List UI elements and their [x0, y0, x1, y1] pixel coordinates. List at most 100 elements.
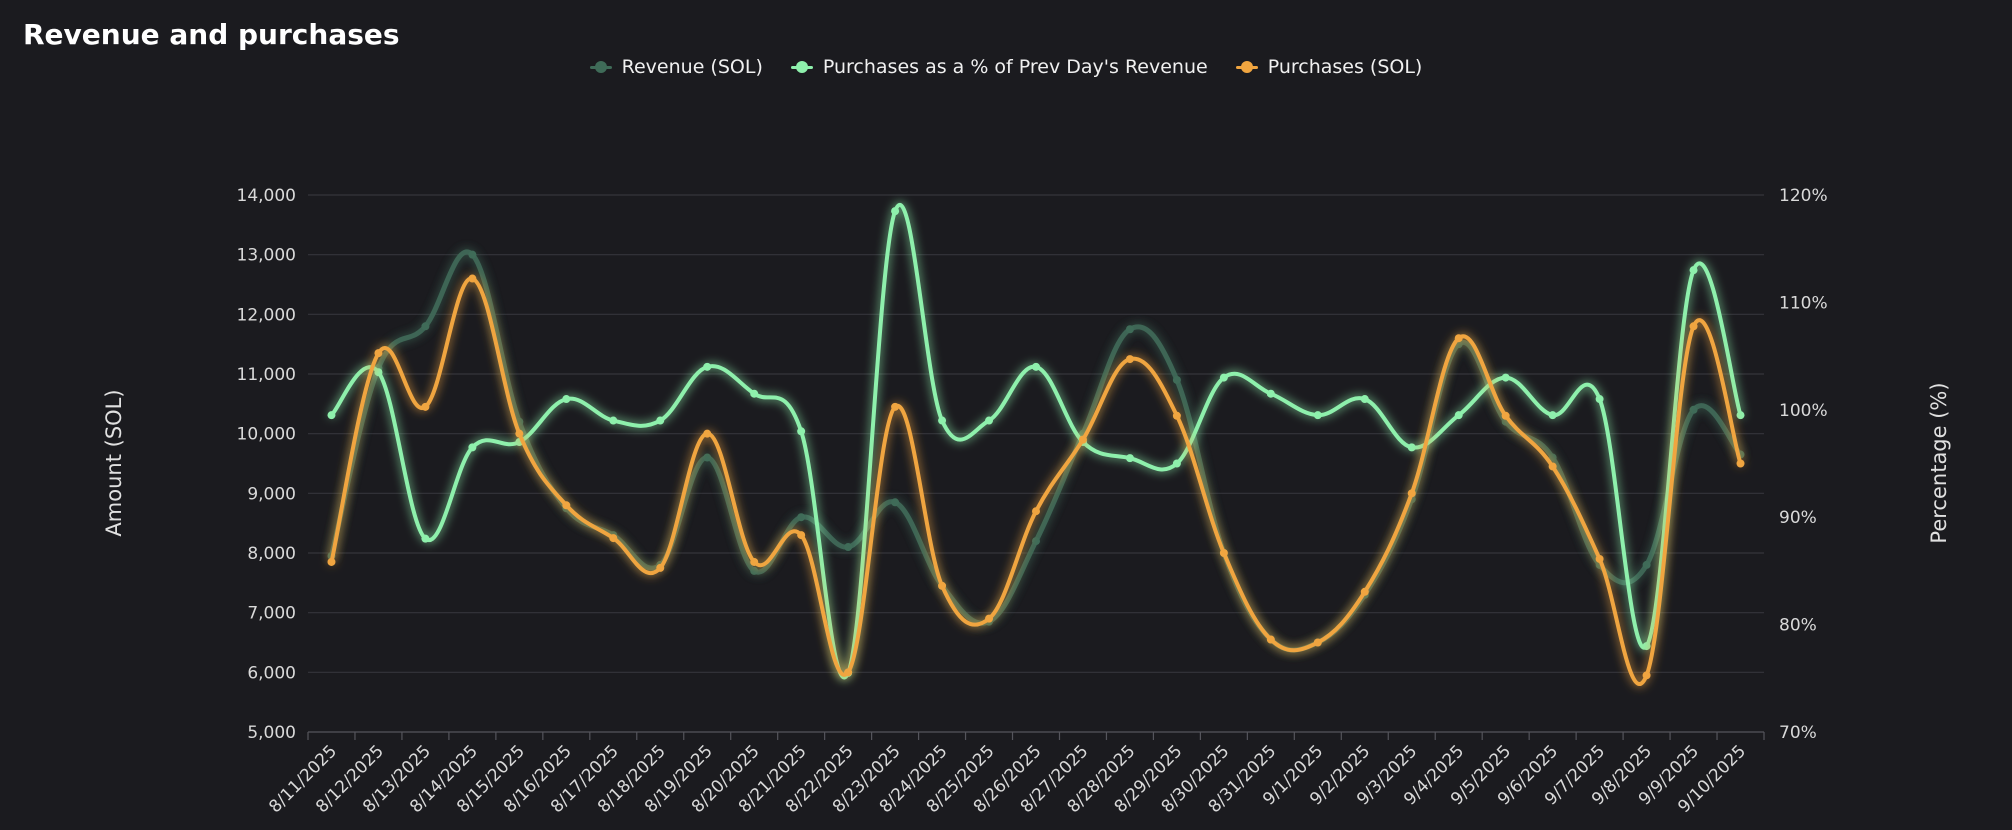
- data-point-revenue[interactable]: [750, 566, 759, 575]
- data-point-purchases-pct[interactable]: [1548, 411, 1557, 420]
- data-point-purchases[interactable]: [1454, 334, 1463, 343]
- data-point-purchases[interactable]: [750, 557, 759, 566]
- data-point-purchases[interactable]: [421, 402, 430, 411]
- data-point-purchases-pct[interactable]: [1501, 373, 1510, 382]
- data-point-purchases-pct[interactable]: [327, 411, 336, 420]
- data-point-purchases-pct[interactable]: [985, 416, 994, 425]
- data-point-purchases[interactable]: [1172, 411, 1181, 420]
- data-point-purchases-pct[interactable]: [1172, 459, 1181, 468]
- data-point-purchases[interactable]: [1360, 587, 1369, 596]
- data-point-revenue[interactable]: [1032, 537, 1040, 546]
- y-left-tick-label: 12,000: [237, 305, 296, 325]
- data-point-purchases[interactable]: [1548, 462, 1557, 471]
- data-point-purchases[interactable]: [327, 557, 336, 566]
- data-point-purchases[interactable]: [985, 614, 994, 623]
- data-point-purchases-pct[interactable]: [1407, 443, 1416, 452]
- left-axis-ticks: 5,000 6,000 7,000 8,000 9,000 10,000 11,000 12,…: [237, 186, 296, 743]
- legend-item-purchases[interactable]: Purchases (SOL): [1235, 56, 1423, 78]
- y-left-tick-label: 8,000: [247, 544, 296, 564]
- y-left-tick-label: 9,000: [247, 484, 296, 504]
- data-point-purchases[interactable]: [468, 274, 477, 283]
- data-point-purchases-pct[interactable]: [1736, 411, 1745, 420]
- data-point-purchases-pct[interactable]: [1266, 389, 1275, 398]
- data-point-purchases-pct[interactable]: [750, 389, 759, 398]
- y-left-tick-label: 10,000: [237, 425, 296, 445]
- data-point-purchases[interactable]: [656, 563, 665, 572]
- legend-label-purchases: Purchases (SOL): [1267, 56, 1423, 78]
- data-point-purchases[interactable]: [1125, 355, 1134, 364]
- data-point-purchases[interactable]: [609, 534, 618, 543]
- data-point-purchases-pct[interactable]: [1313, 411, 1322, 420]
- data-point-purchases-pct[interactable]: [562, 395, 571, 404]
- data-point-purchases[interactable]: [374, 349, 383, 358]
- data-point-purchases[interactable]: [1595, 554, 1604, 563]
- chart-legend: Revenue (SOL) Purchases as a % of Prev D…: [0, 56, 2012, 78]
- data-point-purchases[interactable]: [562, 501, 571, 510]
- data-point-revenue[interactable]: [1642, 560, 1651, 569]
- data-point-revenue[interactable]: [844, 543, 853, 552]
- data-point-purchases-pct[interactable]: [609, 416, 618, 425]
- data-point-purchases-pct[interactable]: [891, 207, 900, 216]
- data-point-revenue[interactable]: [1172, 375, 1181, 384]
- data-point-purchases-pct[interactable]: [421, 534, 430, 543]
- series-line-purchases-pct: [329, 203, 1743, 680]
- data-point-purchases-pct[interactable]: [1454, 411, 1463, 420]
- data-point-revenue[interactable]: [1125, 325, 1134, 334]
- data-point-purchases[interactable]: [703, 429, 712, 438]
- y-right-tick-label: 70%: [1779, 723, 1817, 743]
- series-revenue: [327, 249, 1745, 653]
- data-point-revenue[interactable]: [1548, 453, 1557, 462]
- data-point-purchases-pct[interactable]: [1642, 642, 1651, 651]
- y-left-tick-label: 11,000: [237, 365, 296, 385]
- data-point-purchases-pct[interactable]: [797, 427, 806, 436]
- data-point-purchases-pct[interactable]: [468, 443, 477, 452]
- grid-lines: [308, 194, 1764, 733]
- data-point-purchases[interactable]: [1642, 671, 1651, 680]
- data-point-purchases[interactable]: [1501, 411, 1510, 420]
- series-layer: [327, 203, 1745, 686]
- data-point-purchases[interactable]: [844, 668, 853, 677]
- data-point-revenue[interactable]: [421, 322, 430, 331]
- data-point-purchases-pct[interactable]: [703, 362, 712, 371]
- data-point-purchases-pct[interactable]: [374, 368, 383, 377]
- y-axis-right-title: Percentage (%): [1927, 382, 1951, 543]
- data-point-purchases[interactable]: [1032, 507, 1040, 516]
- data-point-revenue[interactable]: [468, 250, 477, 259]
- data-point-revenue[interactable]: [703, 453, 712, 462]
- x-axis-ticks: 8/11/20258/12/20258/13/20258/14/20258/15…: [265, 732, 1765, 817]
- data-point-purchases[interactable]: [938, 581, 947, 590]
- data-point-revenue[interactable]: [1689, 405, 1698, 414]
- data-point-purchases[interactable]: [1689, 322, 1698, 331]
- data-point-purchases-pct[interactable]: [1032, 362, 1040, 371]
- legend-swatch-purchases-pct: [790, 60, 813, 74]
- data-point-revenue[interactable]: [891, 498, 900, 507]
- series-line-purchases: [329, 276, 1743, 686]
- data-point-purchases[interactable]: [1266, 635, 1275, 644]
- data-point-purchases-pct[interactable]: [1219, 373, 1228, 382]
- data-point-purchases[interactable]: [891, 402, 900, 411]
- data-point-purchases[interactable]: [1313, 638, 1322, 647]
- data-point-purchases-pct[interactable]: [1689, 266, 1698, 275]
- y-right-tick-label: 80%: [1779, 616, 1817, 636]
- data-point-purchases[interactable]: [515, 429, 524, 438]
- data-point-revenue[interactable]: [797, 513, 806, 522]
- legend-item-purchases-pct[interactable]: Purchases as a % of Prev Day's Revenue: [790, 56, 1208, 78]
- data-point-purchases[interactable]: [1407, 489, 1416, 498]
- data-point-purchases-pct[interactable]: [1125, 454, 1134, 463]
- data-point-purchases-pct[interactable]: [1595, 395, 1604, 404]
- data-point-purchases-pct[interactable]: [1360, 395, 1369, 404]
- data-point-purchases[interactable]: [1736, 459, 1745, 468]
- y-left-tick-label: 13,000: [237, 246, 296, 266]
- legend-label-purchases-pct: Purchases as a % of Prev Day's Revenue: [822, 56, 1208, 78]
- data-point-purchases[interactable]: [797, 531, 806, 540]
- y-left-tick-label: 6,000: [247, 663, 296, 683]
- data-point-purchases-pct[interactable]: [656, 416, 665, 425]
- y-axis-left-title: Amount (SOL): [102, 389, 126, 536]
- right-axis-ticks: 70% 80% 90% 100% 110% 120%: [1779, 186, 1828, 743]
- series-line-revenue: [328, 249, 1744, 653]
- data-point-purchases-pct[interactable]: [938, 416, 947, 425]
- legend-item-revenue[interactable]: Revenue (SOL): [589, 56, 763, 78]
- data-point-purchases[interactable]: [1219, 549, 1228, 557]
- data-point-purchases[interactable]: [1078, 435, 1087, 444]
